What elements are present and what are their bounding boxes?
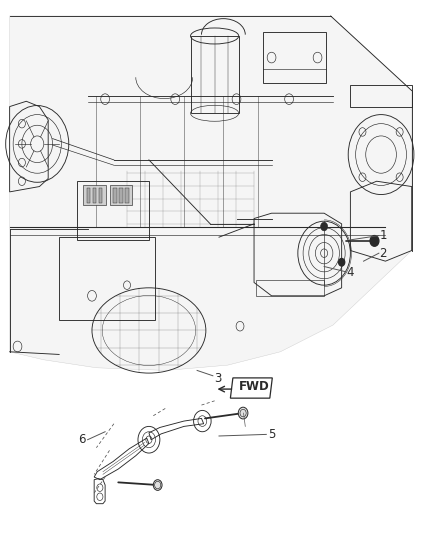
Circle shape xyxy=(153,480,162,490)
Text: 3: 3 xyxy=(215,372,222,385)
Circle shape xyxy=(238,407,248,419)
Bar xyxy=(191,36,239,114)
Text: FWD: FWD xyxy=(239,381,269,393)
Text: 6: 6 xyxy=(78,433,86,446)
Bar xyxy=(119,188,123,203)
Bar xyxy=(256,280,324,296)
Text: 2: 2 xyxy=(379,247,387,260)
Circle shape xyxy=(321,222,328,231)
Bar xyxy=(59,237,155,320)
Bar xyxy=(125,188,129,203)
Bar xyxy=(113,188,117,203)
Bar xyxy=(77,181,149,240)
Bar xyxy=(93,188,96,203)
Text: 4: 4 xyxy=(346,266,354,279)
Bar xyxy=(87,188,90,203)
Circle shape xyxy=(339,259,345,266)
Bar xyxy=(110,185,132,205)
Bar xyxy=(83,185,106,205)
Bar xyxy=(99,188,102,203)
Text: 5: 5 xyxy=(268,428,275,441)
Circle shape xyxy=(370,236,379,246)
Text: 1: 1 xyxy=(379,229,387,242)
Bar xyxy=(263,32,326,83)
Polygon shape xyxy=(10,16,412,370)
